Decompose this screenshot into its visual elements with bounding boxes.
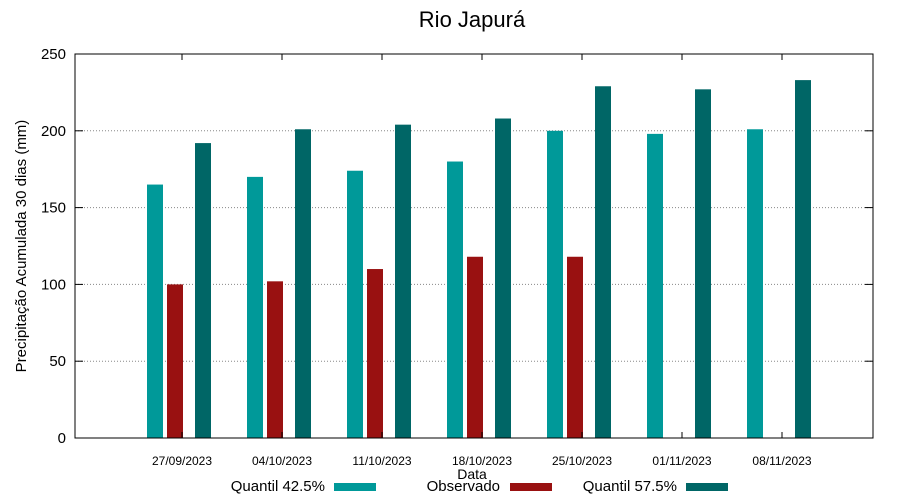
bar-quantil-42-5- — [547, 130, 563, 439]
bar-observado — [367, 269, 383, 438]
chart-title: Rio Japurá — [419, 7, 526, 32]
bars-layer — [147, 80, 811, 439]
y-axis-label: Precipitação Acumulada 30 dias (mm) — [13, 120, 30, 373]
legend-swatch — [686, 483, 728, 491]
y-tick-label: 100 — [41, 276, 66, 293]
bar-quantil-57-5- — [695, 89, 711, 438]
legend-label: Quantil 42.5% — [231, 478, 325, 495]
bar-quantil-42-5- — [747, 129, 763, 438]
legend-swatch — [334, 483, 376, 491]
bar-quantil-57-5- — [195, 143, 211, 438]
bar-quantil-42-5- — [447, 161, 463, 438]
bar-observado — [267, 281, 283, 438]
bar-quantil-57-5- — [395, 124, 411, 438]
ticks-layer: 0 50 100 150 200 250 27/09/2023 04/10/2023 11/10… — [41, 46, 873, 468]
x-axis-label: Data — [457, 466, 487, 482]
bar-quantil-57-5- — [595, 86, 611, 439]
y-tick-label: 50 — [49, 353, 66, 370]
y-tick-label: 250 — [41, 46, 66, 63]
x-tick-label: 01/11/2023 — [652, 454, 711, 468]
bar-quantil-57-5- — [295, 129, 311, 438]
legend-label: Observado — [427, 478, 500, 495]
x-tick-label: 27/09/2023 — [152, 454, 212, 468]
bar-observado — [567, 256, 583, 438]
bar-observado — [167, 284, 183, 438]
legend: Quantil 42.5% Observado Quantil 57.5% — [231, 478, 728, 495]
y-tick-label: 200 — [41, 123, 66, 140]
x-tick-label: 08/11/2023 — [752, 454, 811, 468]
x-tick-label: 25/10/2023 — [552, 454, 612, 468]
bar-quantil-42-5- — [247, 176, 263, 438]
bar-quantil-57-5- — [795, 80, 811, 438]
bar-quantil-42-5- — [647, 133, 663, 438]
legend-swatch — [510, 483, 552, 491]
bar-quantil-42-5- — [147, 184, 163, 438]
x-tick-label: 11/10/2023 — [352, 454, 411, 468]
bar-quantil-57-5- — [495, 118, 511, 439]
legend-label: Quantil 57.5% — [583, 478, 677, 495]
x-tick-label: 04/10/2023 — [252, 454, 312, 468]
bar-quantil-42-5- — [347, 170, 363, 438]
y-tick-label: 150 — [41, 200, 66, 217]
bar-observado — [467, 256, 483, 438]
y-tick-label: 0 — [58, 430, 66, 447]
x-tick-label: 18/10/2023 — [452, 454, 512, 468]
plot-frame — [74, 53, 874, 439]
